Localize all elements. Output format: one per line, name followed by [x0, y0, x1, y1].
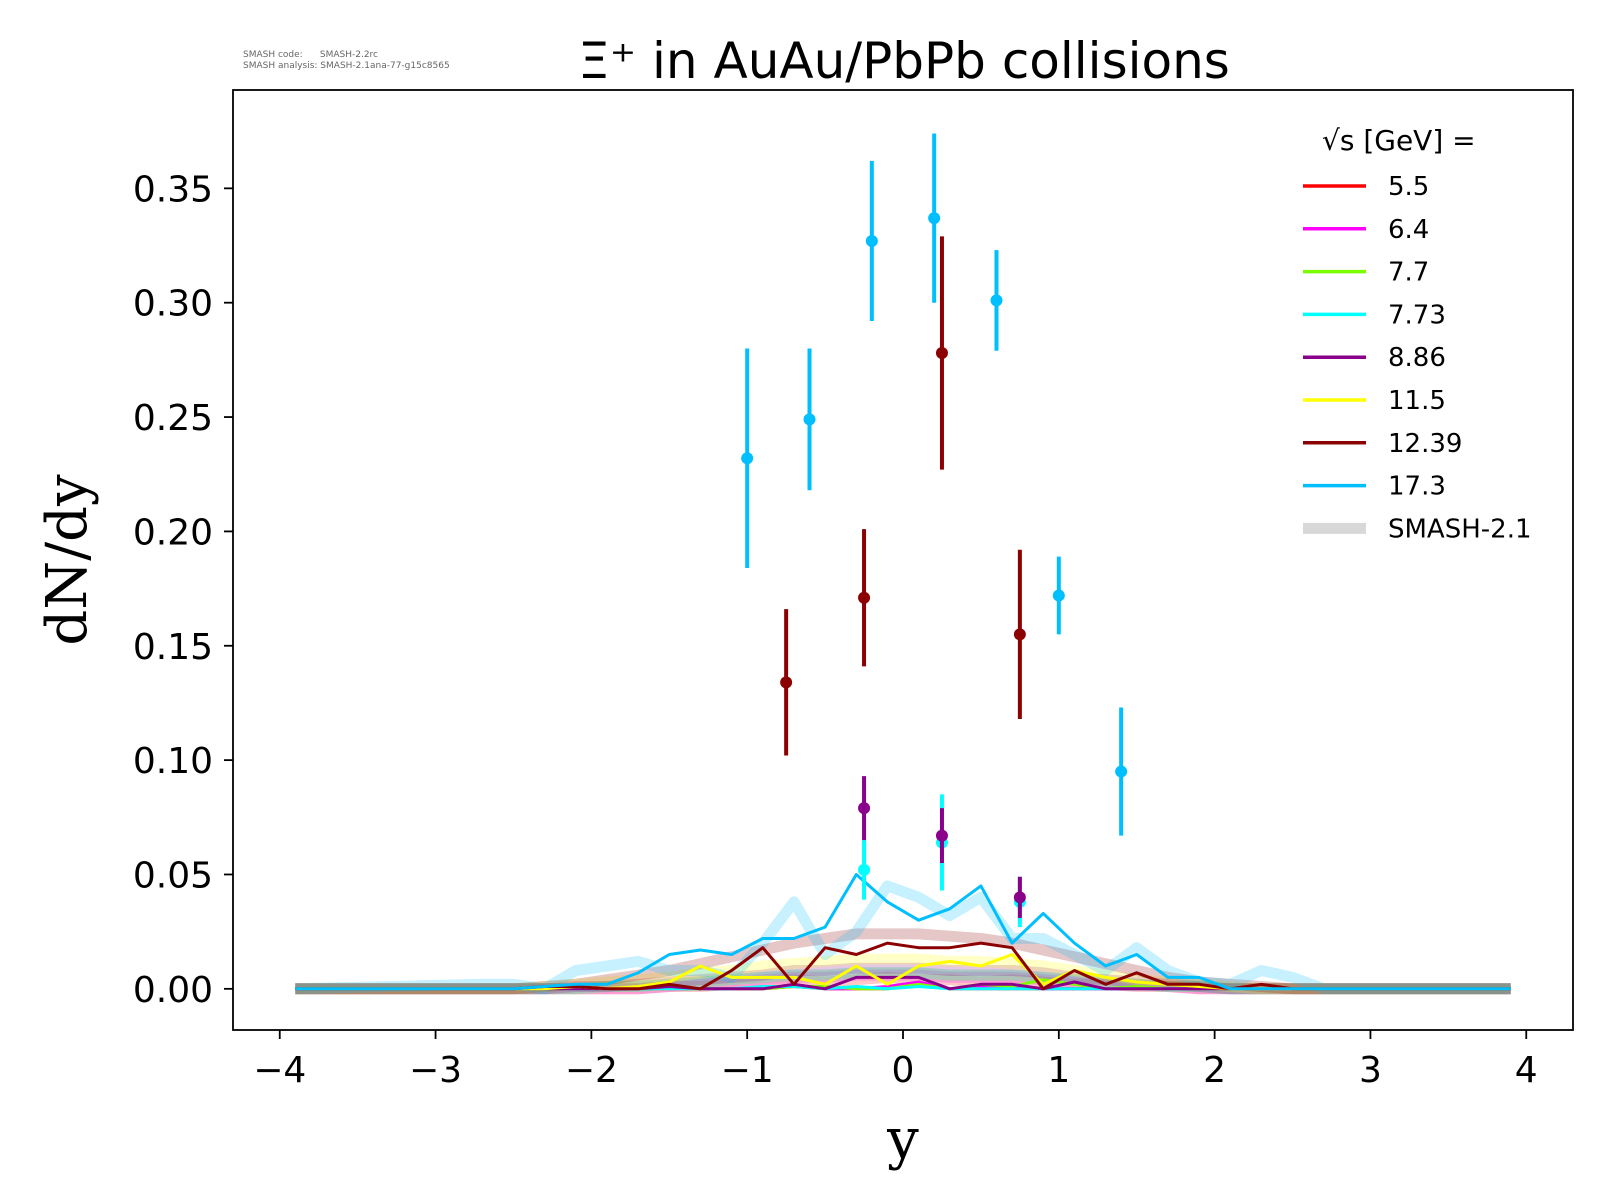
legend-label-1: 6.4	[1388, 215, 1429, 245]
legend-label-0: 5.5	[1388, 172, 1429, 202]
y-tick-label: 0.10	[133, 741, 213, 782]
smash-model-curves	[295, 880, 1511, 995]
legend-label-smash: SMASH-2.1	[1388, 514, 1532, 544]
data-point-7-6	[1115, 765, 1128, 778]
data-point-4-2	[1013, 891, 1026, 904]
legend: √s [GeV] = 5.5 6.4 7.7 7.73 8.86 11.5 12.39 17.3…	[1303, 124, 1532, 544]
data-point-6-1	[858, 591, 871, 604]
smash-analysis-note: SMASH analysis: SMASH-2.1ana-77-g15c8565	[243, 61, 450, 71]
legend-label-2: 7.7	[1388, 258, 1429, 288]
x-tick-label: 1	[1047, 1050, 1070, 1091]
x-tick-label: 0	[892, 1050, 915, 1091]
x-tick-label: 2	[1203, 1050, 1226, 1091]
y-tick-label: 0.25	[133, 398, 213, 439]
x-axis-label: y	[886, 1107, 919, 1172]
chart-title: Ξ⁺ in AuAu/PbPb collisions	[578, 32, 1230, 90]
legend-label-4: 8.86	[1388, 343, 1446, 373]
y-axis: 0.00 0.05 0.10 0.15 0.20 0.25 0.30 0.35	[133, 169, 233, 1011]
legend-label-3: 7.73	[1388, 300, 1446, 330]
data-point-7-4	[990, 294, 1003, 307]
smash-curve-7	[295, 880, 1511, 995]
legend-label-6: 12.39	[1388, 429, 1462, 459]
y-axis-label: dN/dy	[35, 474, 100, 646]
data-point-6-3	[1013, 628, 1026, 641]
y-tick-label: 0.00	[133, 970, 213, 1011]
x-tick-label: 4	[1515, 1050, 1538, 1091]
legend-label-7: 17.3	[1388, 472, 1446, 502]
measured-points	[741, 133, 1128, 928]
x-tick-label: −3	[409, 1050, 462, 1091]
data-point-6-2	[935, 347, 948, 360]
x-tick-label: 3	[1359, 1050, 1382, 1091]
series-curves	[295, 873, 1511, 991]
data-point-3-0	[858, 863, 871, 876]
data-point-4-0	[858, 802, 871, 815]
data-point-7-3	[928, 212, 941, 225]
x-tick-label: −4	[253, 1050, 306, 1091]
data-point-7-0	[741, 452, 754, 465]
data-point-7-5	[1052, 589, 1065, 602]
smash-code-note: SMASH code: SMASH-2.2rc	[243, 50, 379, 60]
data-point-7-1	[803, 413, 816, 426]
data-point-4-1	[935, 829, 948, 842]
x-axis: −4 −3 −2 −1 0 1 2 3 4	[253, 1030, 1538, 1091]
y-tick-label: 0.20	[133, 512, 213, 553]
series-line-6	[295, 941, 1511, 991]
x-tick-label: −2	[565, 1050, 618, 1091]
legend-label-5: 11.5	[1388, 386, 1446, 416]
y-tick-label: 0.35	[133, 169, 213, 210]
x-tick-label: −1	[721, 1050, 774, 1091]
data-point-7-2	[865, 234, 878, 247]
legend-title: √s [GeV] =	[1322, 124, 1476, 157]
data-point-6-0	[780, 676, 793, 689]
y-tick-label: 0.05	[133, 855, 213, 896]
y-tick-label: 0.30	[133, 284, 213, 325]
y-tick-label: 0.15	[133, 627, 213, 668]
series-line-7	[295, 873, 1511, 991]
smash-curve-6	[295, 928, 1511, 995]
